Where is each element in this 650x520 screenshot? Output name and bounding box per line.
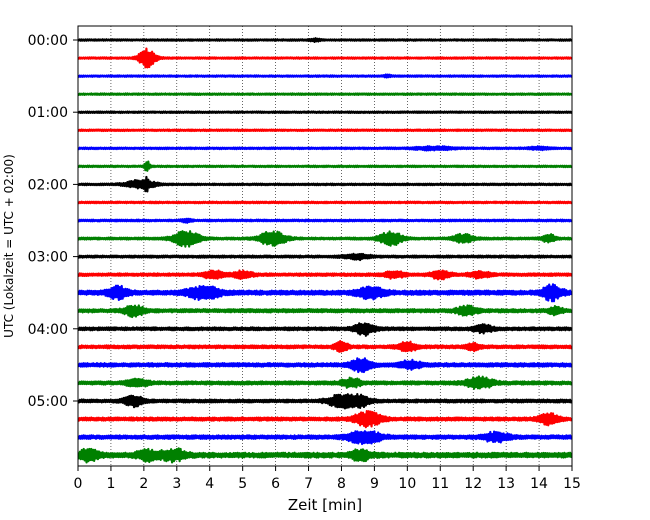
y-tick-label: 05:00 <box>28 394 68 410</box>
x-axis: 0 1 2 3 4 5 6 7 8 9 10 11 12 13 14 15 <box>74 466 581 492</box>
x-axis-title: Zeit [min] <box>288 496 362 514</box>
trace-line <box>78 283 572 303</box>
x-tick-label: 0 <box>74 476 83 492</box>
trace-line <box>78 375 572 390</box>
trace-line <box>78 447 572 464</box>
y-tick-label: 00:00 <box>28 33 68 49</box>
trace-line <box>78 409 572 429</box>
x-tick-label: 4 <box>205 476 214 492</box>
x-tick-label: 11 <box>431 476 449 492</box>
x-tick-label: 6 <box>271 476 280 492</box>
trace-line <box>78 217 572 224</box>
x-tick-label: 12 <box>464 476 482 492</box>
trace-line <box>78 110 572 114</box>
trace-line <box>78 200 572 205</box>
trace-line <box>78 145 572 152</box>
trace-line <box>78 175 572 193</box>
trace-line <box>78 92 572 96</box>
trace-line <box>78 252 572 262</box>
x-tick-label: 9 <box>370 476 379 492</box>
y-tick-label: 04:00 <box>28 322 68 338</box>
x-tick-label: 7 <box>304 476 313 492</box>
x-tick-label: 2 <box>139 476 148 492</box>
x-tick-label: 8 <box>337 476 346 492</box>
plot-frame <box>77 25 573 467</box>
x-tick-label: 1 <box>106 476 115 492</box>
trace-line <box>78 160 572 172</box>
x-tick-label: 10 <box>398 476 416 492</box>
x-tick-label: 15 <box>563 476 581 492</box>
trace-line <box>78 269 572 281</box>
trace-line <box>78 393 572 410</box>
y-tick-label: 01:00 <box>28 105 68 121</box>
x-tick-label: 13 <box>497 476 515 492</box>
trace-line <box>78 37 572 43</box>
x-tick-label: 14 <box>530 476 548 492</box>
y-tick-label: 02:00 <box>28 177 68 193</box>
trace-line <box>78 47 572 69</box>
y-tick-label: 03:00 <box>28 250 68 266</box>
trace-line <box>78 430 572 446</box>
x-tick-label: 5 <box>238 476 247 492</box>
trace-line <box>78 128 572 133</box>
y-axis: 00:00 01:00 02:00 03:00 04:00 05:00 <box>28 33 78 410</box>
trace-line <box>78 322 572 337</box>
vertical-grid <box>110 26 540 466</box>
x-tick-label: 3 <box>172 476 181 492</box>
trace-line <box>78 230 572 248</box>
plot-background <box>78 26 572 466</box>
y-axis-title: UTC (Lokalzeit = UTC + 02:00) <box>2 154 16 338</box>
trace-group <box>78 37 572 464</box>
trace-line <box>78 340 572 353</box>
trace-line <box>78 73 572 79</box>
trace-line <box>78 304 572 319</box>
trace-line <box>78 357 572 374</box>
